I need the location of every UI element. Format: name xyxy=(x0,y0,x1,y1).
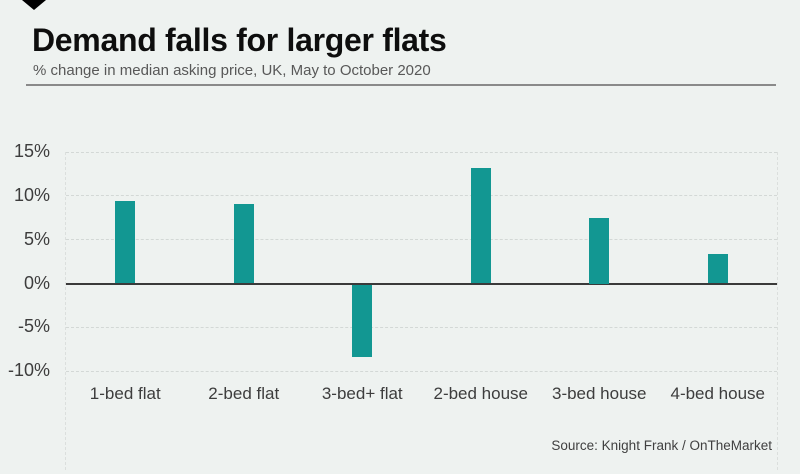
bar-2-bed flat xyxy=(233,203,254,284)
header-divider xyxy=(26,84,776,86)
bar-3-bed house xyxy=(589,217,610,284)
y-axis-tick--10%: -10% xyxy=(7,360,50,381)
gridline--5% xyxy=(66,326,777,328)
source-credit: Source: Knight Frank / OnTheMarket xyxy=(551,438,772,453)
zero-baseline xyxy=(66,282,777,285)
bar-1-bed flat xyxy=(115,201,136,284)
y-axis-tick-0%: 0% xyxy=(23,272,50,293)
y-axis-tick-5%: 5% xyxy=(23,228,50,249)
cursor-arrow-icon xyxy=(22,0,46,10)
x-axis-label-2-bed flat: 2-bed flat xyxy=(208,384,280,403)
gridline-15% xyxy=(66,151,777,153)
gridline--10% xyxy=(66,370,777,372)
bar-4-bed house xyxy=(707,253,728,284)
plot-left-edge xyxy=(65,152,66,470)
gridline-5% xyxy=(66,239,777,241)
x-axis-label-1-bed flat: 1-bed flat xyxy=(89,384,161,403)
chart-subtitle: % change in median asking price, UK, May… xyxy=(33,62,431,79)
bar-3-bed+ flat xyxy=(352,284,373,358)
chart-title: Demand falls for larger flats xyxy=(32,22,447,58)
y-axis-tick-15%: 15% xyxy=(13,141,50,161)
x-axis-label-3-bed house: 3-bed house xyxy=(551,384,647,403)
plot-right-edge xyxy=(777,152,778,470)
y-axis-tick-10%: 10% xyxy=(13,184,50,205)
bar-2-bed house xyxy=(470,167,491,284)
x-axis-label-4-bed house: 4-bed house xyxy=(670,384,766,403)
y-axis-tick--5%: -5% xyxy=(17,316,50,337)
x-axis-label-2-bed house: 2-bed house xyxy=(433,384,529,403)
x-axis-label-3-bed+ flat: 3-bed+ flat xyxy=(321,384,403,403)
gridline-10% xyxy=(66,195,777,197)
